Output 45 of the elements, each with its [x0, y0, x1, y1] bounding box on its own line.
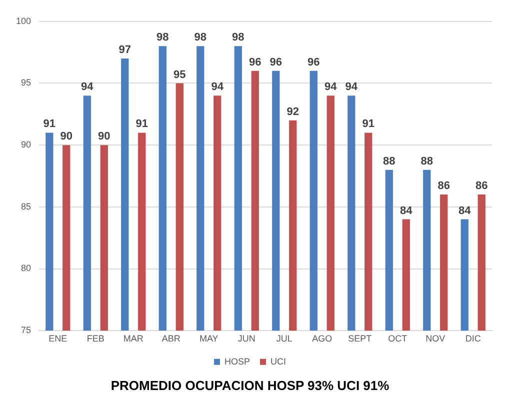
x-tick-label: FEB: [86, 333, 104, 344]
data-label: 97: [118, 44, 132, 56]
data-label: 91: [136, 118, 148, 130]
x-tick-label: JUN: [238, 333, 256, 344]
data-label: 98: [194, 32, 207, 44]
data-label: 91: [362, 118, 374, 130]
data-label: 94: [81, 81, 94, 94]
text: PROMEDIO OCUPACION HOSP 93% UCI 91%: [110, 378, 390, 393]
x-tick-label: AGO: [312, 333, 332, 344]
data-label: 90: [98, 130, 110, 143]
data-label: 95: [174, 68, 186, 81]
data-label: 94: [324, 81, 338, 94]
data-label: 96: [270, 56, 282, 68]
x-tick-label: ENE: [48, 333, 68, 344]
y-tick-label: 90: [21, 140, 32, 150]
legend-label: UCI: [270, 356, 286, 366]
x-tick-label: DIC: [465, 333, 482, 344]
y-tick-label: 75: [21, 325, 32, 336]
data-label: 94: [211, 81, 224, 94]
data-label: 91: [43, 118, 56, 130]
data-label: 88: [383, 155, 396, 168]
x-tick-label: MAY: [199, 333, 218, 344]
x-tick-label: JUL: [276, 333, 292, 344]
y-tick-label: 100: [16, 16, 32, 26]
y-tick-label: 95: [21, 78, 32, 88]
data-label: 98: [156, 32, 169, 44]
x-tick-label: ABR: [162, 333, 181, 344]
data-label: 96: [249, 56, 262, 68]
data-label: 94: [345, 81, 358, 94]
data-label: 90: [60, 130, 73, 143]
data-label: 84: [400, 204, 414, 217]
x-tick-label: NOV: [426, 333, 446, 344]
x-tick-label: SEPT: [348, 333, 372, 344]
data-label: 96: [308, 56, 320, 68]
data-label: 98: [232, 32, 244, 44]
y-tick-label: 85: [21, 201, 32, 212]
y-tick-label: 80: [21, 263, 32, 274]
legend-label: HOSP: [224, 356, 250, 366]
x-tick-label: OCT: [388, 333, 408, 344]
data-label: 86: [438, 180, 450, 192]
data-label: 92: [286, 106, 299, 118]
x-tick-label: MAR: [123, 333, 144, 344]
data-label: 88: [420, 155, 434, 168]
data-label: 86: [475, 180, 488, 192]
data-label: 84: [458, 204, 472, 217]
